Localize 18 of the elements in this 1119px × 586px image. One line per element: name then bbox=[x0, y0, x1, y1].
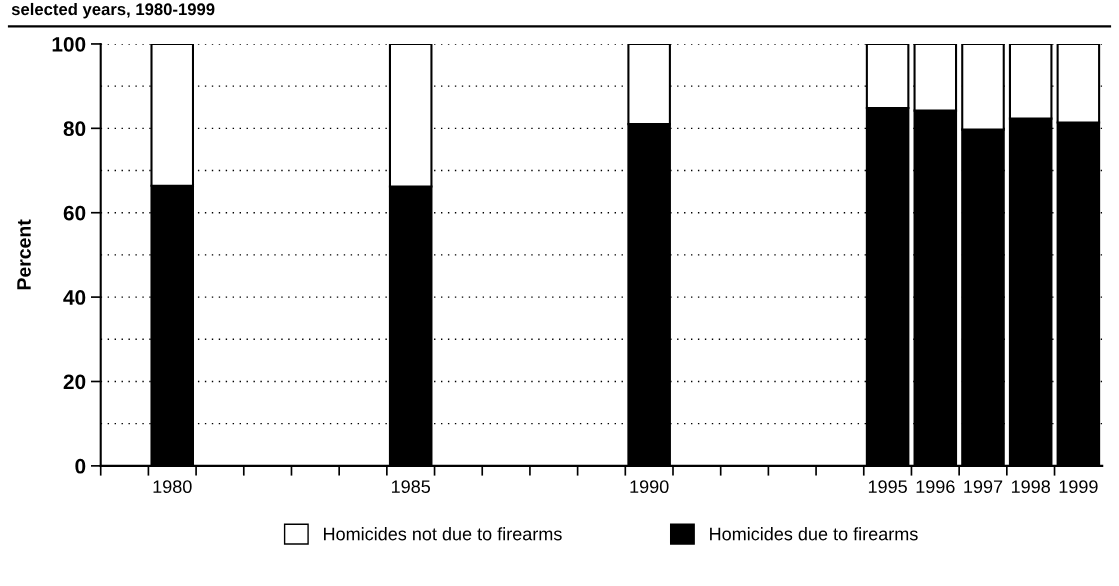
x-tick-label: 1997 bbox=[964, 480, 1003, 494]
x-tick-label: 1995 bbox=[868, 480, 907, 494]
chart-subtitle: selected years, 1980-1999 bbox=[11, 2, 215, 19]
x-tick-label: 1996 bbox=[916, 480, 955, 494]
y-tick-label: 40 bbox=[63, 290, 86, 305]
y-tick-label: 80 bbox=[63, 121, 86, 137]
y-tick-label: 60 bbox=[63, 205, 86, 221]
y-tick-label: 0 bbox=[75, 458, 86, 474]
legend-label: Homicides due to firearms bbox=[710, 527, 918, 541]
y-axis-title: Percent bbox=[17, 219, 31, 290]
x-tick-label: 1990 bbox=[630, 480, 669, 494]
x-tick-label: 1998 bbox=[1011, 480, 1050, 494]
y-tick-label: 100 bbox=[52, 36, 86, 52]
y-tick-label: 20 bbox=[63, 374, 86, 390]
x-tick-label: 1999 bbox=[1059, 480, 1098, 494]
x-tick-label: 1985 bbox=[392, 480, 431, 494]
legend-label: Homicides not due to firearms bbox=[324, 527, 562, 541]
x-tick-label: 1980 bbox=[153, 480, 192, 494]
